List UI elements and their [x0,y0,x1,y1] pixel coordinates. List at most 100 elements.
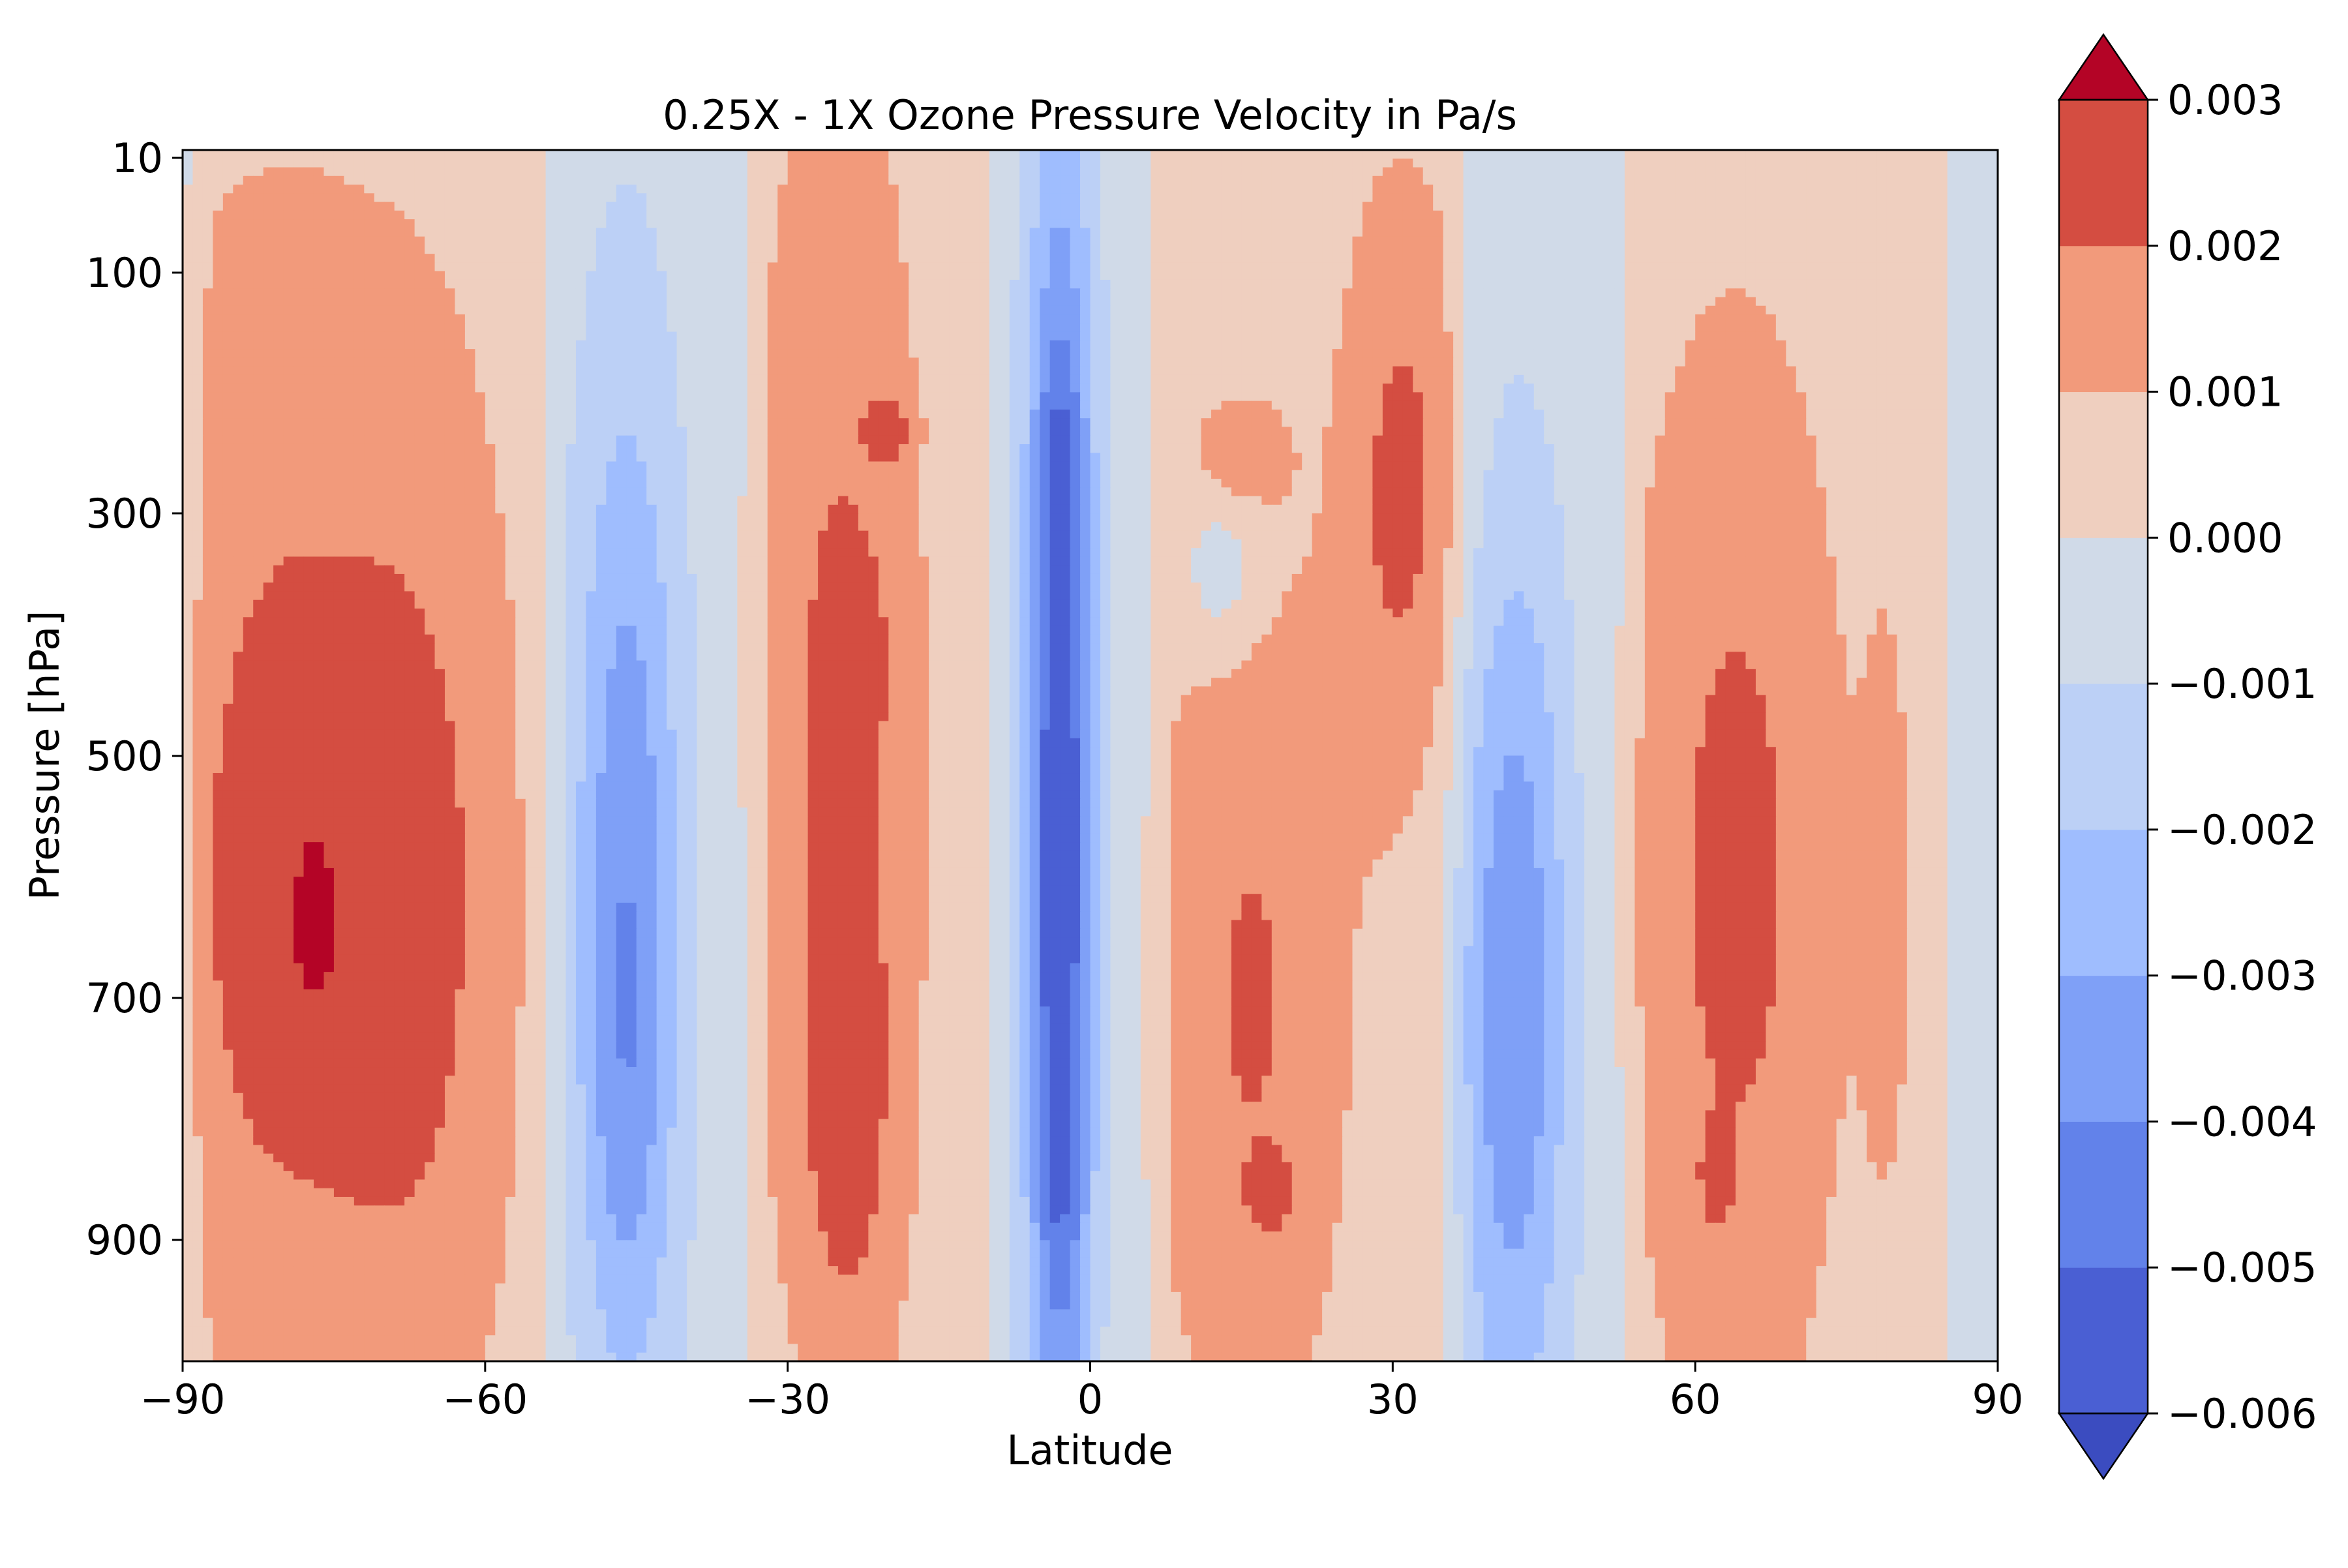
contour-cell [616,288,627,297]
contour-cell [929,254,939,263]
contour-cell [1837,228,1847,237]
contour-cell [334,176,344,185]
contour-cell [999,332,1010,341]
contour-cell [425,306,435,315]
contour-cell [354,254,365,263]
contour-cell [1876,323,1887,332]
contour-cell [1080,245,1091,254]
contour-cell [546,245,556,254]
contour-cell [425,288,435,297]
contour-cell [637,271,647,280]
contour-cell [284,168,294,177]
contour-cell [768,280,778,289]
contour-cell [1050,349,1061,358]
contour-cell [395,219,405,228]
contour-cell [374,323,385,332]
contour-cell [737,228,747,237]
contour-cell [273,357,284,367]
contour-cell [899,340,909,350]
contour-cell [1392,262,1403,271]
contour-cell [707,306,717,315]
contour-cell [939,150,950,159]
contour-cell [1634,176,1645,185]
contour-cell [535,158,546,168]
contour-cell [425,150,435,159]
contour-cell [1786,254,1796,263]
contour-cell [1252,168,1262,177]
contour-cell [1988,211,1998,220]
contour-cell [586,211,596,220]
contour-cell [1927,288,1938,297]
contour-cell [1110,168,1121,177]
contour-cell [1151,349,1161,358]
contour-cell [1988,150,1998,159]
contour-cell [1978,323,1988,332]
contour-cell [294,262,304,271]
contour-cell [606,168,616,177]
contour-cell [1786,314,1796,324]
contour-cell [354,332,365,341]
contour-cell [445,237,455,246]
contour-cell [1241,306,1252,315]
contour-cell [888,211,899,220]
contour-cell [1645,288,1655,297]
contour-cell [535,168,546,177]
contour-cell [1252,280,1262,289]
contour-cell [1392,306,1403,315]
contour-cell [1292,158,1302,168]
contour-cell [1706,297,1716,306]
contour-cell [1766,280,1776,289]
contour-cell [1473,323,1484,332]
contour-cell [1050,185,1061,194]
contour-cell [1816,280,1827,289]
contour-cell [838,193,849,202]
contour-cell [1110,280,1121,289]
contour-cell [404,228,415,237]
contour-cell [1625,314,1635,324]
contour-cell [1857,340,1867,350]
contour-cell [1937,288,1948,297]
contour-cell [395,202,405,211]
contour-cell [808,340,819,350]
contour-cell [1736,340,1746,350]
contour-cell [1091,150,1101,159]
contour-cell [1927,323,1938,332]
contour-cell [868,245,879,254]
contour-cell [1837,176,1847,185]
contour-cell [879,323,889,332]
contour-cell [435,237,445,246]
contour-cell [1544,332,1554,341]
contour-cell [969,332,980,341]
contour-cell [1141,349,1151,358]
contour-cell [1383,193,1393,202]
contour-cell [505,185,516,194]
contour-cell [294,323,304,332]
contour-cell [999,262,1010,271]
contour-cell [989,314,1000,324]
contour-cell [1604,193,1615,202]
contour-cell [677,323,687,332]
contour-cell [1473,262,1484,271]
contour-cell [949,168,959,177]
contour-cell [495,150,505,159]
contour-cell [1534,262,1544,271]
contour-cell [616,340,627,350]
contour-cell [1907,349,1918,358]
contour-cell [1584,168,1595,177]
contour-cell [1211,245,1222,254]
contour-cell [566,357,577,367]
contour-cell [1715,202,1726,211]
contour-cell [1201,193,1212,202]
contour-cell [1857,306,1867,315]
contour-cell [1766,288,1776,297]
contour-cell [1857,297,1867,306]
contour-cell [646,228,657,237]
contour-cell [1564,219,1574,228]
contour-cell [556,323,566,332]
contour-cell [687,332,697,341]
contour-cell [939,176,950,185]
contour-cell [1604,323,1615,332]
contour-cell [1201,211,1212,220]
contour-cell [1948,158,1958,168]
contour-cell [1604,271,1615,280]
